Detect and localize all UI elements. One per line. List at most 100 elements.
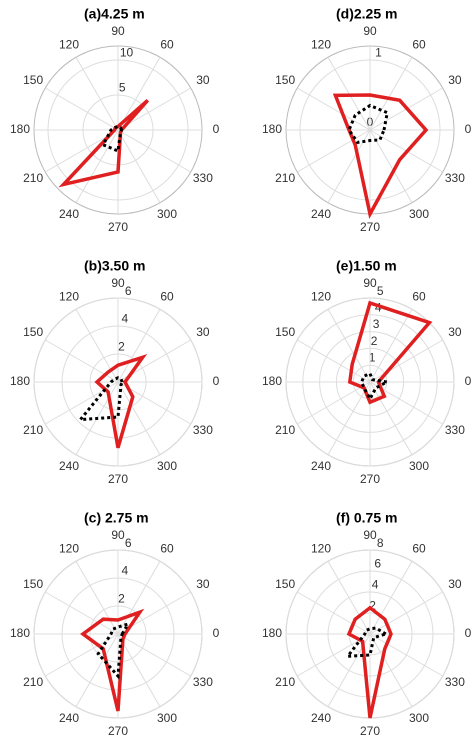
angle-label: 60	[412, 37, 426, 51]
spoke	[297, 87, 371, 131]
angle-label: 180	[10, 626, 30, 640]
angle-label: 60	[160, 37, 174, 51]
angle-label: 300	[409, 459, 429, 473]
spoke	[297, 633, 371, 677]
angle-label: 180	[10, 374, 30, 388]
spoke	[117, 561, 161, 635]
angle-label: 270	[360, 472, 380, 486]
r-tick-label: 1	[375, 46, 382, 60]
spoke	[75, 561, 119, 635]
angle-label: 210	[275, 423, 295, 437]
angle-label: 180	[10, 122, 30, 136]
series-line	[346, 605, 393, 719]
spoke	[369, 591, 443, 635]
angle-label: 0	[213, 626, 220, 640]
angle-label: 90	[111, 528, 125, 542]
angle-label: 330	[445, 675, 465, 689]
angle-label: 180	[262, 374, 282, 388]
r-tick-label: 1	[369, 350, 376, 364]
angle-label: 180	[262, 626, 282, 640]
angle-label: 0	[213, 122, 220, 136]
spoke	[117, 87, 191, 131]
angle-label: 330	[445, 423, 465, 437]
angle-label: 270	[108, 472, 128, 486]
spoke	[75, 129, 119, 203]
spoke	[117, 129, 161, 203]
spoke	[369, 561, 413, 635]
angle-label: 30	[196, 325, 210, 339]
spoke	[117, 633, 191, 677]
angle-label: 300	[157, 207, 177, 221]
spoke	[369, 633, 413, 707]
angle-label: 0	[465, 122, 472, 136]
angle-label: 270	[108, 220, 128, 234]
spoke	[297, 591, 371, 635]
r-tick-label: 2	[369, 598, 376, 612]
series-line	[332, 93, 429, 219]
spoke	[327, 309, 371, 383]
angle-label: 300	[409, 711, 429, 725]
spoke	[45, 591, 119, 635]
angle-label: 270	[360, 724, 380, 738]
spoke	[45, 339, 119, 383]
angle-label: 120	[59, 37, 79, 51]
angle-label: 240	[311, 459, 331, 473]
angle-label: 150	[23, 73, 43, 87]
angle-label: 90	[363, 528, 377, 542]
angle-label: 90	[111, 24, 125, 38]
series-line	[80, 608, 145, 712]
angle-label: 30	[196, 577, 210, 591]
angle-label: 30	[448, 73, 462, 87]
angle-label: 330	[193, 675, 213, 689]
angle-label: 330	[193, 171, 213, 185]
r-tick-label: 2	[118, 339, 125, 353]
angle-label: 240	[311, 711, 331, 725]
panel-title: (e)1.50 m	[336, 258, 397, 274]
spoke	[369, 309, 413, 383]
r-tick-label: 4	[372, 577, 379, 591]
r-tick-label: 4	[121, 312, 128, 326]
angle-label: 330	[193, 423, 213, 437]
angle-label: 90	[363, 24, 377, 38]
spoke	[117, 309, 161, 383]
spoke	[117, 57, 161, 131]
angle-label: 300	[409, 207, 429, 221]
r-tick-label: 6	[125, 284, 132, 298]
spoke	[369, 129, 413, 203]
angle-label: 150	[275, 577, 295, 591]
series-line	[347, 103, 390, 145]
angle-label: 60	[412, 541, 426, 555]
spoke	[75, 633, 119, 707]
angle-label: 150	[23, 577, 43, 591]
series-line	[101, 124, 124, 154]
angle-label: 240	[59, 711, 79, 725]
angle-label: 90	[363, 276, 377, 290]
angle-label: 240	[59, 459, 79, 473]
angle-label: 270	[108, 724, 128, 738]
panel-title: (f) 0.75 m	[336, 510, 397, 526]
r-tick-label: 5	[119, 80, 126, 94]
spoke	[369, 57, 413, 131]
angle-label: 150	[275, 73, 295, 87]
angle-label: 30	[196, 73, 210, 87]
angle-label: 150	[275, 325, 295, 339]
angle-label: 300	[157, 711, 177, 725]
angle-label: 0	[213, 374, 220, 388]
r-tick-label: 8	[377, 536, 384, 550]
panel-title: (a)4.25 m	[84, 6, 145, 22]
angle-label: 330	[445, 171, 465, 185]
r-tick-label: 2	[118, 591, 125, 605]
angle-label: 60	[412, 289, 426, 303]
series-line	[344, 626, 390, 658]
spoke	[117, 129, 191, 173]
angle-label: 90	[111, 276, 125, 290]
spoke	[297, 339, 371, 383]
panel-title: (b)3.50 m	[84, 258, 145, 274]
series-line	[94, 354, 148, 449]
spoke	[75, 57, 119, 131]
spoke	[297, 129, 371, 173]
angle-label: 240	[59, 207, 79, 221]
angle-label: 210	[23, 423, 43, 437]
series-line	[96, 621, 132, 680]
